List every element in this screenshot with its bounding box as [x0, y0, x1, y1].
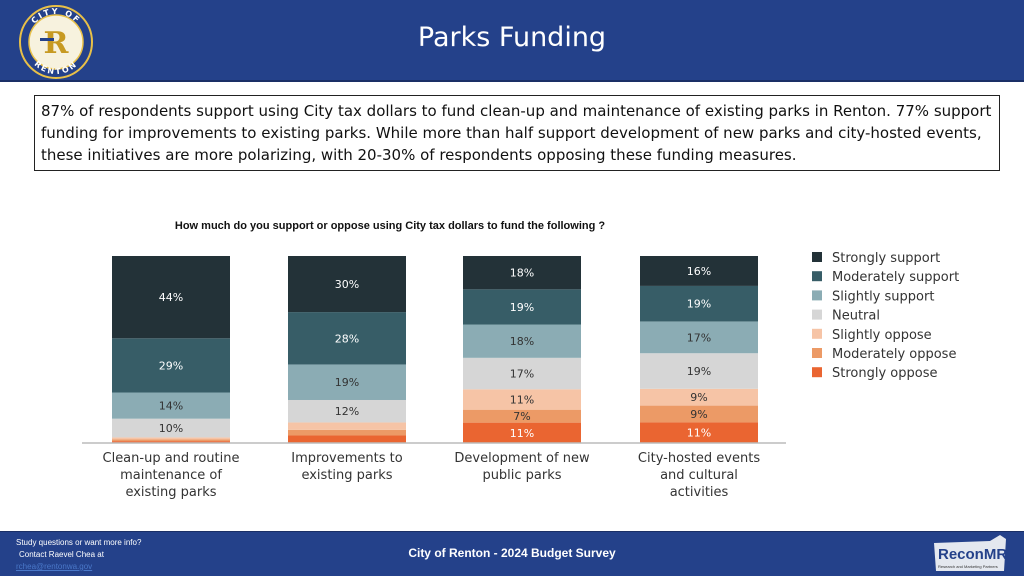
footer-bar	[0, 531, 1024, 576]
bar-segment	[463, 357, 581, 390]
data-label: 11%	[510, 427, 534, 440]
bar-segment	[640, 353, 758, 389]
data-label: 11%	[510, 393, 534, 406]
bar-segment	[112, 392, 230, 419]
bar-segment	[112, 418, 230, 438]
data-label: 14%	[159, 400, 183, 413]
bar-segment	[288, 399, 406, 423]
legend-label: Slightly support	[832, 289, 934, 304]
header-bar	[0, 0, 1024, 82]
contact-line-2: Contact Raevel Chea at	[19, 550, 104, 559]
city-logo: CITY OF RENTON R	[19, 5, 93, 79]
chart-title: How much do you support or oppose using …	[174, 220, 606, 232]
logo-letter: R	[44, 26, 70, 61]
legend-label: Neutral	[832, 309, 880, 324]
bar-segment	[463, 324, 581, 358]
bar-segment	[640, 285, 758, 322]
bar-segment	[288, 256, 406, 313]
bar-segment	[112, 256, 230, 339]
data-label: 19%	[335, 376, 359, 389]
legend-swatch	[812, 290, 822, 301]
bar-segment	[288, 422, 406, 430]
x-tick-label: City-hosted events	[638, 451, 760, 466]
data-label: 17%	[687, 331, 711, 344]
bar-segment	[640, 422, 758, 443]
bar-segment	[288, 435, 406, 443]
data-label: 29%	[159, 359, 183, 372]
bar-segment	[288, 312, 406, 365]
data-label: 30%	[335, 278, 359, 291]
x-tick-label: public parks	[482, 468, 561, 483]
bar-segment	[463, 289, 581, 325]
x-tick-label: Improvements to	[291, 451, 402, 466]
data-label: 10%	[159, 422, 183, 435]
bar-segment	[463, 256, 581, 290]
contact-info: Study questions or want more info? Conta…	[16, 537, 141, 573]
legend-swatch	[812, 328, 822, 339]
stacked-bar-chart: 10% 14% 29% 44% 12% 19% 28% 30% 11% 7% 11% 17% 18% 19…	[82, 251, 959, 500]
reconmr-logo-text: ReconMR	[938, 546, 1007, 563]
bar-segment	[112, 338, 230, 393]
x-tick-label: existing parks	[301, 468, 392, 483]
x-tick-label: Clean-up and routine	[103, 451, 240, 466]
bar-segment	[640, 321, 758, 354]
bar-segment	[640, 388, 758, 406]
bar-segment	[463, 422, 581, 443]
contact-line-1: Study questions or want more info?	[16, 538, 142, 547]
legend-swatch	[812, 271, 822, 282]
data-label: 18%	[510, 335, 534, 348]
bar-segment	[288, 429, 406, 436]
data-label: 11%	[687, 427, 711, 440]
legend-swatch	[812, 252, 822, 262]
data-label: 44%	[159, 291, 183, 304]
legend-label: Strongly support	[832, 251, 940, 266]
x-tick-label: existing parks	[125, 485, 216, 500]
data-label: 18%	[510, 267, 534, 280]
bar-segment	[640, 405, 758, 423]
summary-text: 87% of respondents support using City ta…	[34, 95, 1000, 171]
legend-label: Moderately support	[832, 270, 959, 285]
legend-swatch	[812, 309, 822, 320]
data-label: 12%	[335, 405, 359, 418]
bar-segment	[112, 441, 230, 443]
legend-label: Strongly oppose	[832, 366, 937, 381]
data-label: 19%	[687, 365, 711, 378]
reconmr-logo: ReconMR Research and Marketing Partners	[934, 535, 1007, 571]
data-label: 28%	[335, 332, 359, 345]
legend-label: Moderately oppose	[832, 347, 956, 362]
survey-name: City of Renton - 2024 Budget Survey	[408, 546, 616, 560]
data-label: 16%	[687, 265, 711, 278]
bar-segment	[112, 437, 230, 440]
page-title: Parks Funding	[417, 22, 607, 53]
data-label: 7%	[513, 410, 530, 423]
x-tick-label: maintenance of	[120, 468, 222, 483]
bar-segment	[288, 364, 406, 400]
data-label: 19%	[510, 301, 534, 314]
data-label: 9%	[690, 408, 707, 421]
legend-swatch	[812, 348, 822, 358]
bar-segment	[640, 256, 758, 286]
x-tick-label: activities	[670, 485, 729, 500]
data-label: 9%	[690, 391, 707, 404]
x-tick-label: Development of new	[454, 451, 590, 466]
data-label: 17%	[510, 368, 534, 381]
bar-segment	[112, 439, 230, 442]
bar-segment	[463, 389, 581, 410]
legend-swatch	[812, 367, 822, 378]
x-tick-label: and cultural	[660, 468, 738, 483]
contact-email-link[interactable]: rchea@rentonwa.gov	[16, 562, 93, 571]
legend-label: Slightly oppose	[832, 328, 932, 343]
data-label: 19%	[687, 298, 711, 311]
bar-segment	[463, 409, 581, 423]
reconmr-tagline: Research and Marketing Partners	[938, 564, 998, 569]
